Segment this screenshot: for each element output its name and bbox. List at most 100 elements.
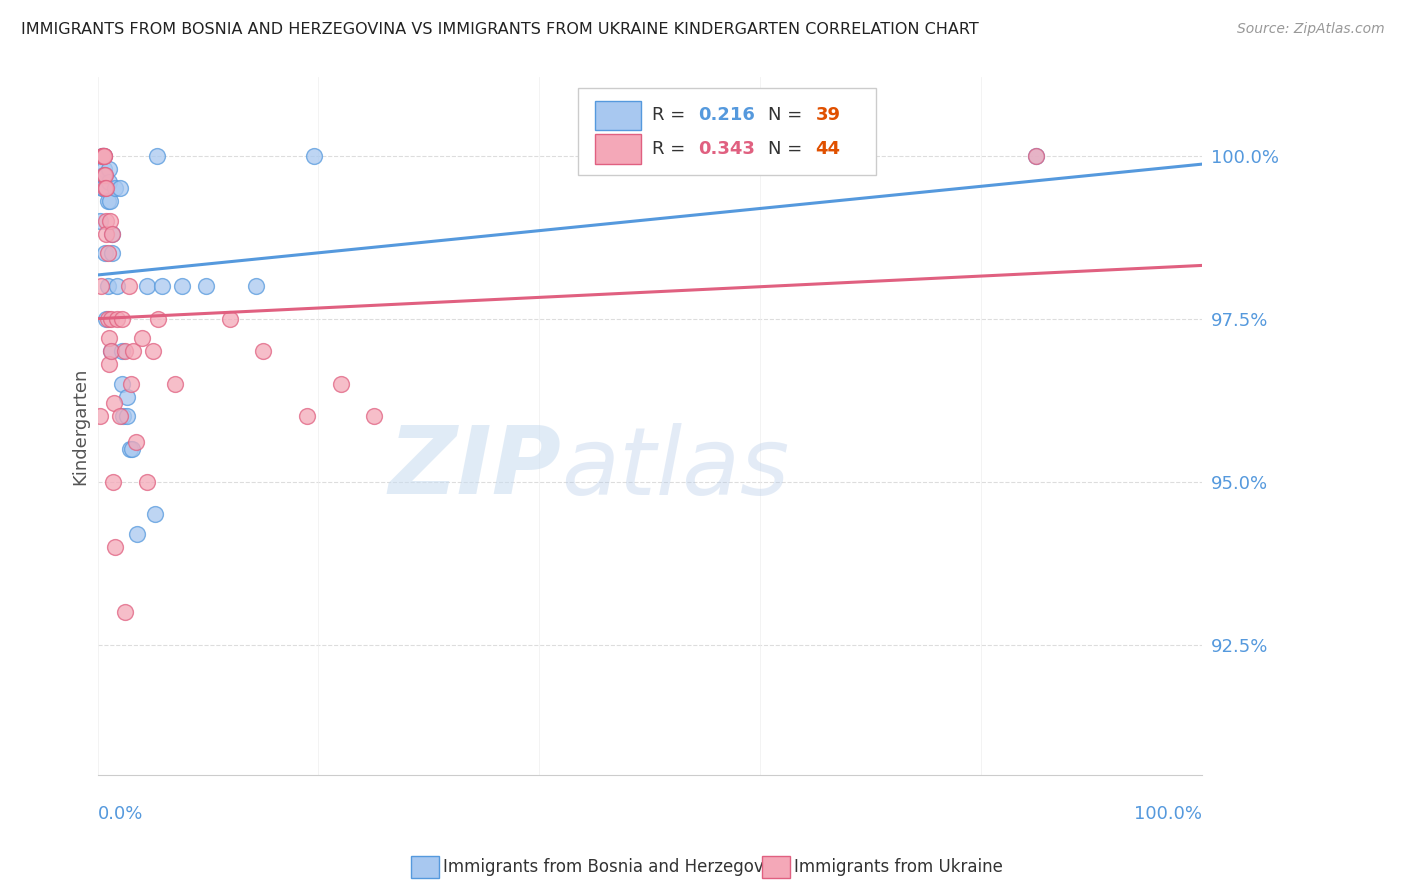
Point	[107, 311, 129, 326]
Point	[136, 279, 159, 293]
Point	[111, 344, 134, 359]
Point	[245, 279, 267, 293]
Point	[143, 507, 166, 521]
Point	[101, 246, 124, 260]
Point	[163, 376, 186, 391]
FancyBboxPatch shape	[578, 88, 876, 175]
Point	[111, 311, 134, 326]
Point	[104, 181, 127, 195]
Text: Immigrants from Bosnia and Herzegovina: Immigrants from Bosnia and Herzegovina	[443, 858, 789, 876]
Point	[94, 168, 117, 182]
Point	[97, 357, 120, 371]
Point	[150, 279, 173, 293]
Point	[108, 409, 131, 424]
Point	[142, 344, 165, 359]
Text: ZIP: ZIP	[388, 422, 561, 514]
Point	[170, 279, 193, 293]
Point	[91, 149, 114, 163]
Point	[94, 181, 117, 195]
Point	[96, 246, 118, 260]
Text: IMMIGRANTS FROM BOSNIA AND HERZEGOVINA VS IMMIGRANTS FROM UKRAINE KINDERGARTEN C: IMMIGRANTS FROM BOSNIA AND HERZEGOVINA V…	[21, 22, 979, 37]
Point	[90, 279, 112, 293]
Point	[117, 279, 139, 293]
Point	[122, 344, 145, 359]
Point	[98, 214, 121, 228]
Point	[121, 442, 143, 456]
Point	[96, 279, 118, 293]
Point	[91, 168, 114, 182]
Point	[120, 376, 142, 391]
Point	[94, 246, 117, 260]
Point	[148, 311, 170, 326]
Point	[127, 526, 149, 541]
Point	[93, 168, 115, 182]
Text: 0.343: 0.343	[699, 140, 755, 158]
Point	[96, 311, 118, 326]
Point	[91, 181, 114, 195]
Point	[97, 175, 120, 189]
Text: 100.0%: 100.0%	[1135, 805, 1202, 823]
Text: Source: ZipAtlas.com: Source: ZipAtlas.com	[1237, 22, 1385, 37]
Point	[1025, 149, 1047, 163]
Point	[329, 376, 352, 391]
Point	[101, 475, 124, 489]
Point	[252, 344, 274, 359]
Point	[118, 442, 141, 456]
Point	[89, 409, 111, 424]
Point	[91, 181, 114, 195]
Point	[91, 149, 114, 163]
Point	[91, 149, 114, 163]
Point	[97, 161, 120, 176]
FancyBboxPatch shape	[595, 135, 641, 164]
Point	[100, 344, 122, 359]
Point	[131, 331, 153, 345]
Point	[103, 396, 125, 410]
Point	[89, 214, 111, 228]
Point	[94, 168, 117, 182]
Text: 0.0%: 0.0%	[97, 805, 143, 823]
Point	[100, 344, 122, 359]
Point	[136, 475, 159, 489]
Point	[96, 311, 118, 326]
Point	[93, 161, 115, 176]
Point	[93, 149, 115, 163]
Point	[146, 149, 169, 163]
Point	[98, 194, 121, 209]
Point	[111, 376, 134, 391]
Point	[111, 409, 134, 424]
Text: R =: R =	[652, 140, 692, 158]
Point	[117, 390, 139, 404]
Text: Immigrants from Ukraine: Immigrants from Ukraine	[794, 858, 1004, 876]
Point	[93, 149, 115, 163]
Point	[114, 605, 136, 619]
Point	[363, 409, 385, 424]
Point	[194, 279, 217, 293]
Point	[96, 194, 118, 209]
Point	[302, 149, 325, 163]
Point	[107, 279, 129, 293]
Point	[101, 227, 124, 241]
Point	[91, 149, 114, 163]
Point	[97, 331, 120, 345]
Text: N =: N =	[768, 106, 808, 125]
Point	[96, 214, 118, 228]
Point	[125, 435, 148, 450]
Point	[96, 181, 118, 195]
Text: N =: N =	[768, 140, 808, 158]
Text: 39: 39	[815, 106, 841, 125]
Point	[114, 344, 136, 359]
Point	[219, 311, 242, 326]
Point	[297, 409, 319, 424]
Text: R =: R =	[652, 106, 692, 125]
Point	[117, 409, 139, 424]
Point	[1025, 149, 1047, 163]
Point	[96, 227, 118, 241]
Point	[91, 149, 114, 163]
FancyBboxPatch shape	[595, 101, 641, 130]
Text: 0.216: 0.216	[699, 106, 755, 125]
Point	[101, 227, 124, 241]
Text: 44: 44	[815, 140, 841, 158]
Point	[100, 311, 122, 326]
Y-axis label: Kindergarten: Kindergarten	[72, 368, 89, 485]
Point	[93, 149, 115, 163]
